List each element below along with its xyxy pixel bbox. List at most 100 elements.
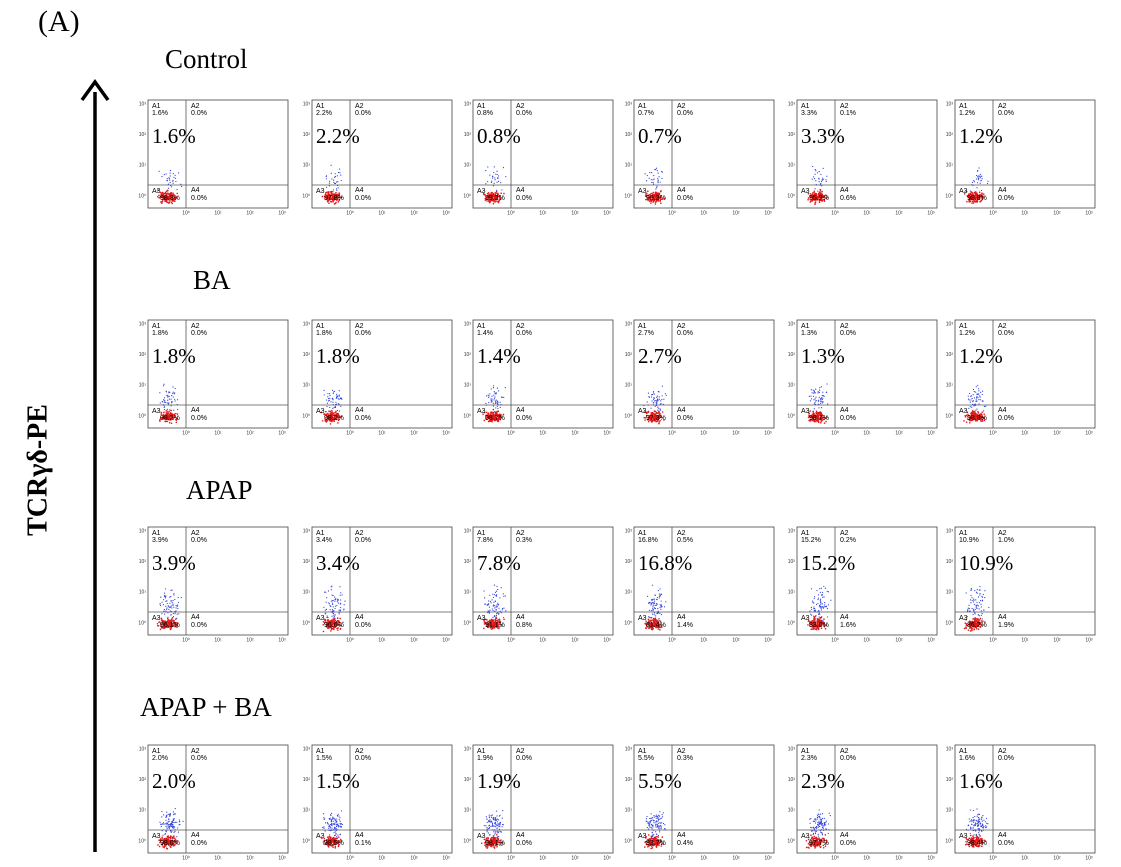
quadrant-value: 98.5%: [324, 840, 344, 847]
y-tick-label: 10³: [303, 528, 311, 534]
event-dot: [658, 820, 659, 821]
y-tick-label: 10¹: [788, 590, 796, 596]
event-dot: [646, 180, 647, 181]
quadrant-name: A3: [316, 615, 325, 622]
event-dot: [651, 828, 652, 829]
y-tick-label: 10⁰: [624, 413, 632, 419]
event-dot: [655, 824, 656, 825]
event-dot: [177, 399, 178, 400]
event-dot: [161, 816, 162, 817]
event-dot: [338, 836, 340, 838]
event-dot: [661, 826, 662, 827]
event-dot: [174, 392, 175, 393]
event-dot: [660, 408, 661, 409]
event-dot: [496, 591, 497, 592]
event-dot: [339, 610, 340, 611]
event-dot: [659, 811, 660, 812]
event-dot: [987, 183, 988, 184]
event-dot: [821, 595, 822, 596]
flow-plot: 10⁰10⁰10¹10¹10²10²10³10³A11.8%A20.0%A398…: [302, 320, 452, 436]
event-dot: [976, 187, 977, 188]
event-dot: [170, 600, 171, 601]
flow-plot: 10⁰10⁰10¹10¹10²10²10³10³A15.5%A20.3%A393…: [624, 745, 774, 861]
event-dot: [329, 398, 330, 399]
event-dot: [496, 191, 498, 193]
event-dot: [973, 600, 974, 601]
quadrant-name: A3: [316, 188, 325, 195]
flow-plot: 10⁰10⁰10¹10¹10²10²10³10³A11.6%A20.0%A398…: [138, 100, 288, 216]
plot-frame: [797, 320, 937, 428]
quadrant-value: 0.0%: [998, 195, 1014, 202]
event-dot: [652, 819, 653, 820]
event-dot: [827, 591, 828, 592]
event-dot: [334, 835, 335, 836]
event-dot: [333, 613, 334, 614]
event-dot: [503, 596, 504, 597]
event-dot: [491, 401, 492, 402]
quadrant-value: 0.0%: [516, 110, 532, 117]
quadrant-name: A1: [801, 530, 810, 537]
event-dot: [659, 597, 660, 598]
event-dot: [656, 397, 657, 398]
event-dot: [168, 824, 169, 825]
quadrant-value: 16.8%: [638, 537, 658, 544]
quadrant-name: A4: [998, 614, 1007, 621]
event-dot: [493, 399, 494, 400]
event-dot: [495, 616, 497, 618]
event-dot: [970, 399, 971, 400]
event-dot: [165, 402, 166, 403]
event-dot: [648, 393, 649, 394]
x-tick-label: 10³: [927, 637, 935, 643]
event-dot: [502, 810, 503, 811]
event-dot: [494, 398, 495, 399]
event-dot: [168, 177, 169, 178]
event-dot: [976, 397, 977, 398]
event-dot: [500, 822, 501, 823]
event-dot: [646, 816, 647, 817]
event-dot: [498, 613, 499, 614]
event-dot: [338, 825, 339, 826]
event-dot: [979, 176, 980, 177]
event-dot: [972, 600, 973, 601]
event-dot: [325, 822, 326, 823]
event-dot: [167, 395, 168, 396]
event-dot: [178, 613, 179, 614]
event-dot: [980, 392, 981, 393]
quadrant-value: 3.4%: [316, 537, 332, 544]
event-dot: [483, 590, 484, 591]
event-dot: [331, 173, 332, 174]
y-tick-label: 10⁰: [787, 413, 795, 419]
event-dot: [490, 826, 491, 827]
event-dot: [811, 609, 812, 610]
event-dot: [815, 397, 816, 398]
event-dot: [980, 600, 981, 601]
event-dot: [819, 392, 820, 393]
event-dot: [974, 397, 975, 398]
event-dot: [486, 831, 487, 832]
event-dot: [657, 597, 658, 598]
event-dot: [643, 417, 645, 419]
quadrant-value: 0.0%: [355, 195, 371, 202]
event-dot: [818, 400, 819, 401]
x-tick-label: 10¹: [1021, 637, 1029, 643]
event-dot: [494, 826, 495, 827]
event-dot: [340, 609, 341, 610]
event-dot: [503, 593, 504, 594]
x-tick-label: 10⁰: [831, 637, 839, 643]
x-tick-label: 10²: [410, 637, 418, 643]
event-dot: [177, 409, 178, 410]
y-tick-label: 10¹: [303, 808, 311, 814]
event-dot: [822, 606, 823, 607]
event-dot: [334, 823, 335, 824]
event-dot: [160, 605, 161, 606]
event-dot: [341, 398, 342, 399]
quadrant-value: 0.0%: [191, 415, 207, 422]
event-dot: [497, 178, 498, 179]
event-dot: [503, 608, 504, 609]
plot-percent: 10.9%: [959, 551, 1013, 575]
event-dot: [339, 168, 340, 169]
event-dot: [655, 821, 656, 822]
event-dot: [492, 826, 493, 827]
event-dot: [653, 392, 654, 393]
event-dot: [337, 629, 339, 631]
